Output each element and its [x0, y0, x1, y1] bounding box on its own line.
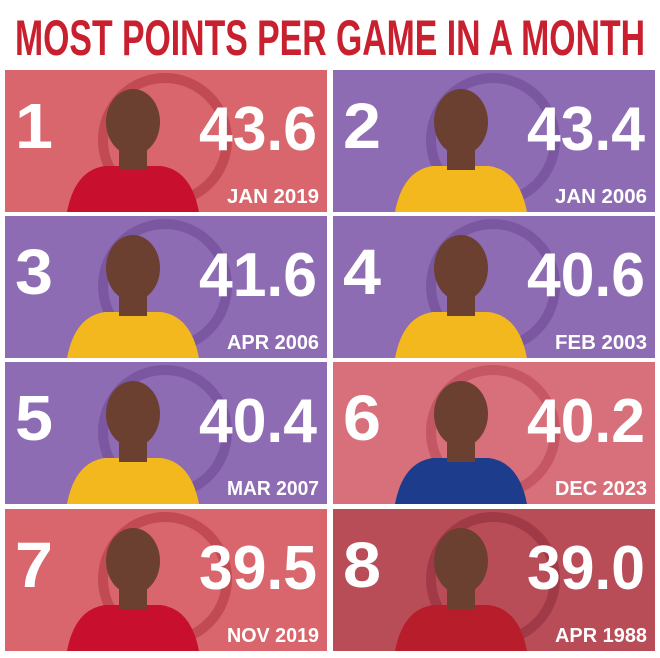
points-per-game: 41.6 [199, 241, 317, 310]
player-head [106, 89, 160, 155]
player-jersey [67, 166, 199, 212]
player-head [434, 235, 488, 301]
card: 5 40.4 MAR 2007 [5, 362, 327, 504]
points-per-game: 40.2 [527, 387, 645, 456]
page-title: MOST POINTS PER GAME IN A MONTH [15, 10, 645, 66]
card: 8 39.0 APR 1988 [333, 509, 655, 651]
rank-number: 2 [343, 90, 381, 162]
rank-number: 4 [343, 236, 381, 308]
card: 2 43.4 JAN 2006 [333, 70, 655, 212]
player-head [106, 528, 160, 594]
player-head [434, 89, 488, 155]
player-jersey [67, 312, 199, 358]
card: 3 41.6 APR 2006 [5, 216, 327, 358]
rank-number: 8 [343, 529, 381, 601]
month-label: DEC 2023 [555, 478, 647, 500]
card: 7 39.5 NOV 2019 [5, 509, 327, 651]
player-jersey [395, 166, 527, 212]
points-per-game: 40.4 [199, 387, 318, 456]
rank-number: 7 [15, 529, 53, 601]
month-label: NOV 2019 [227, 625, 319, 647]
rank-number: 3 [15, 236, 53, 308]
player-head [434, 528, 488, 594]
card: 1 43.6 JAN 2019 [5, 70, 327, 212]
player-jersey [395, 458, 527, 504]
rank-number: 5 [15, 382, 53, 454]
player-head [434, 381, 488, 447]
month-label: MAR 2007 [227, 478, 319, 500]
month-label: JAN 2006 [555, 186, 647, 208]
month-label: APR 1988 [555, 625, 647, 647]
month-label: JAN 2019 [227, 186, 319, 208]
points-per-game: 40.6 [527, 241, 645, 310]
rank-number: 1 [15, 90, 53, 162]
player-jersey [67, 605, 199, 651]
points-per-game: 43.4 [527, 95, 646, 164]
card: 4 40.6 FEB 2003 [333, 216, 655, 358]
points-per-game: 39.0 [527, 534, 645, 603]
rank-number: 6 [343, 382, 381, 454]
player-jersey [67, 458, 199, 504]
player-head [106, 381, 160, 447]
card: 6 40.2 DEC 2023 [333, 362, 655, 504]
player-head [106, 235, 160, 301]
points-per-game: 39.5 [199, 534, 317, 603]
points-per-game: 43.6 [199, 95, 317, 164]
month-label: FEB 2003 [555, 332, 647, 354]
player-jersey [395, 605, 527, 651]
month-label: APR 2006 [227, 332, 319, 354]
player-jersey [395, 312, 527, 358]
